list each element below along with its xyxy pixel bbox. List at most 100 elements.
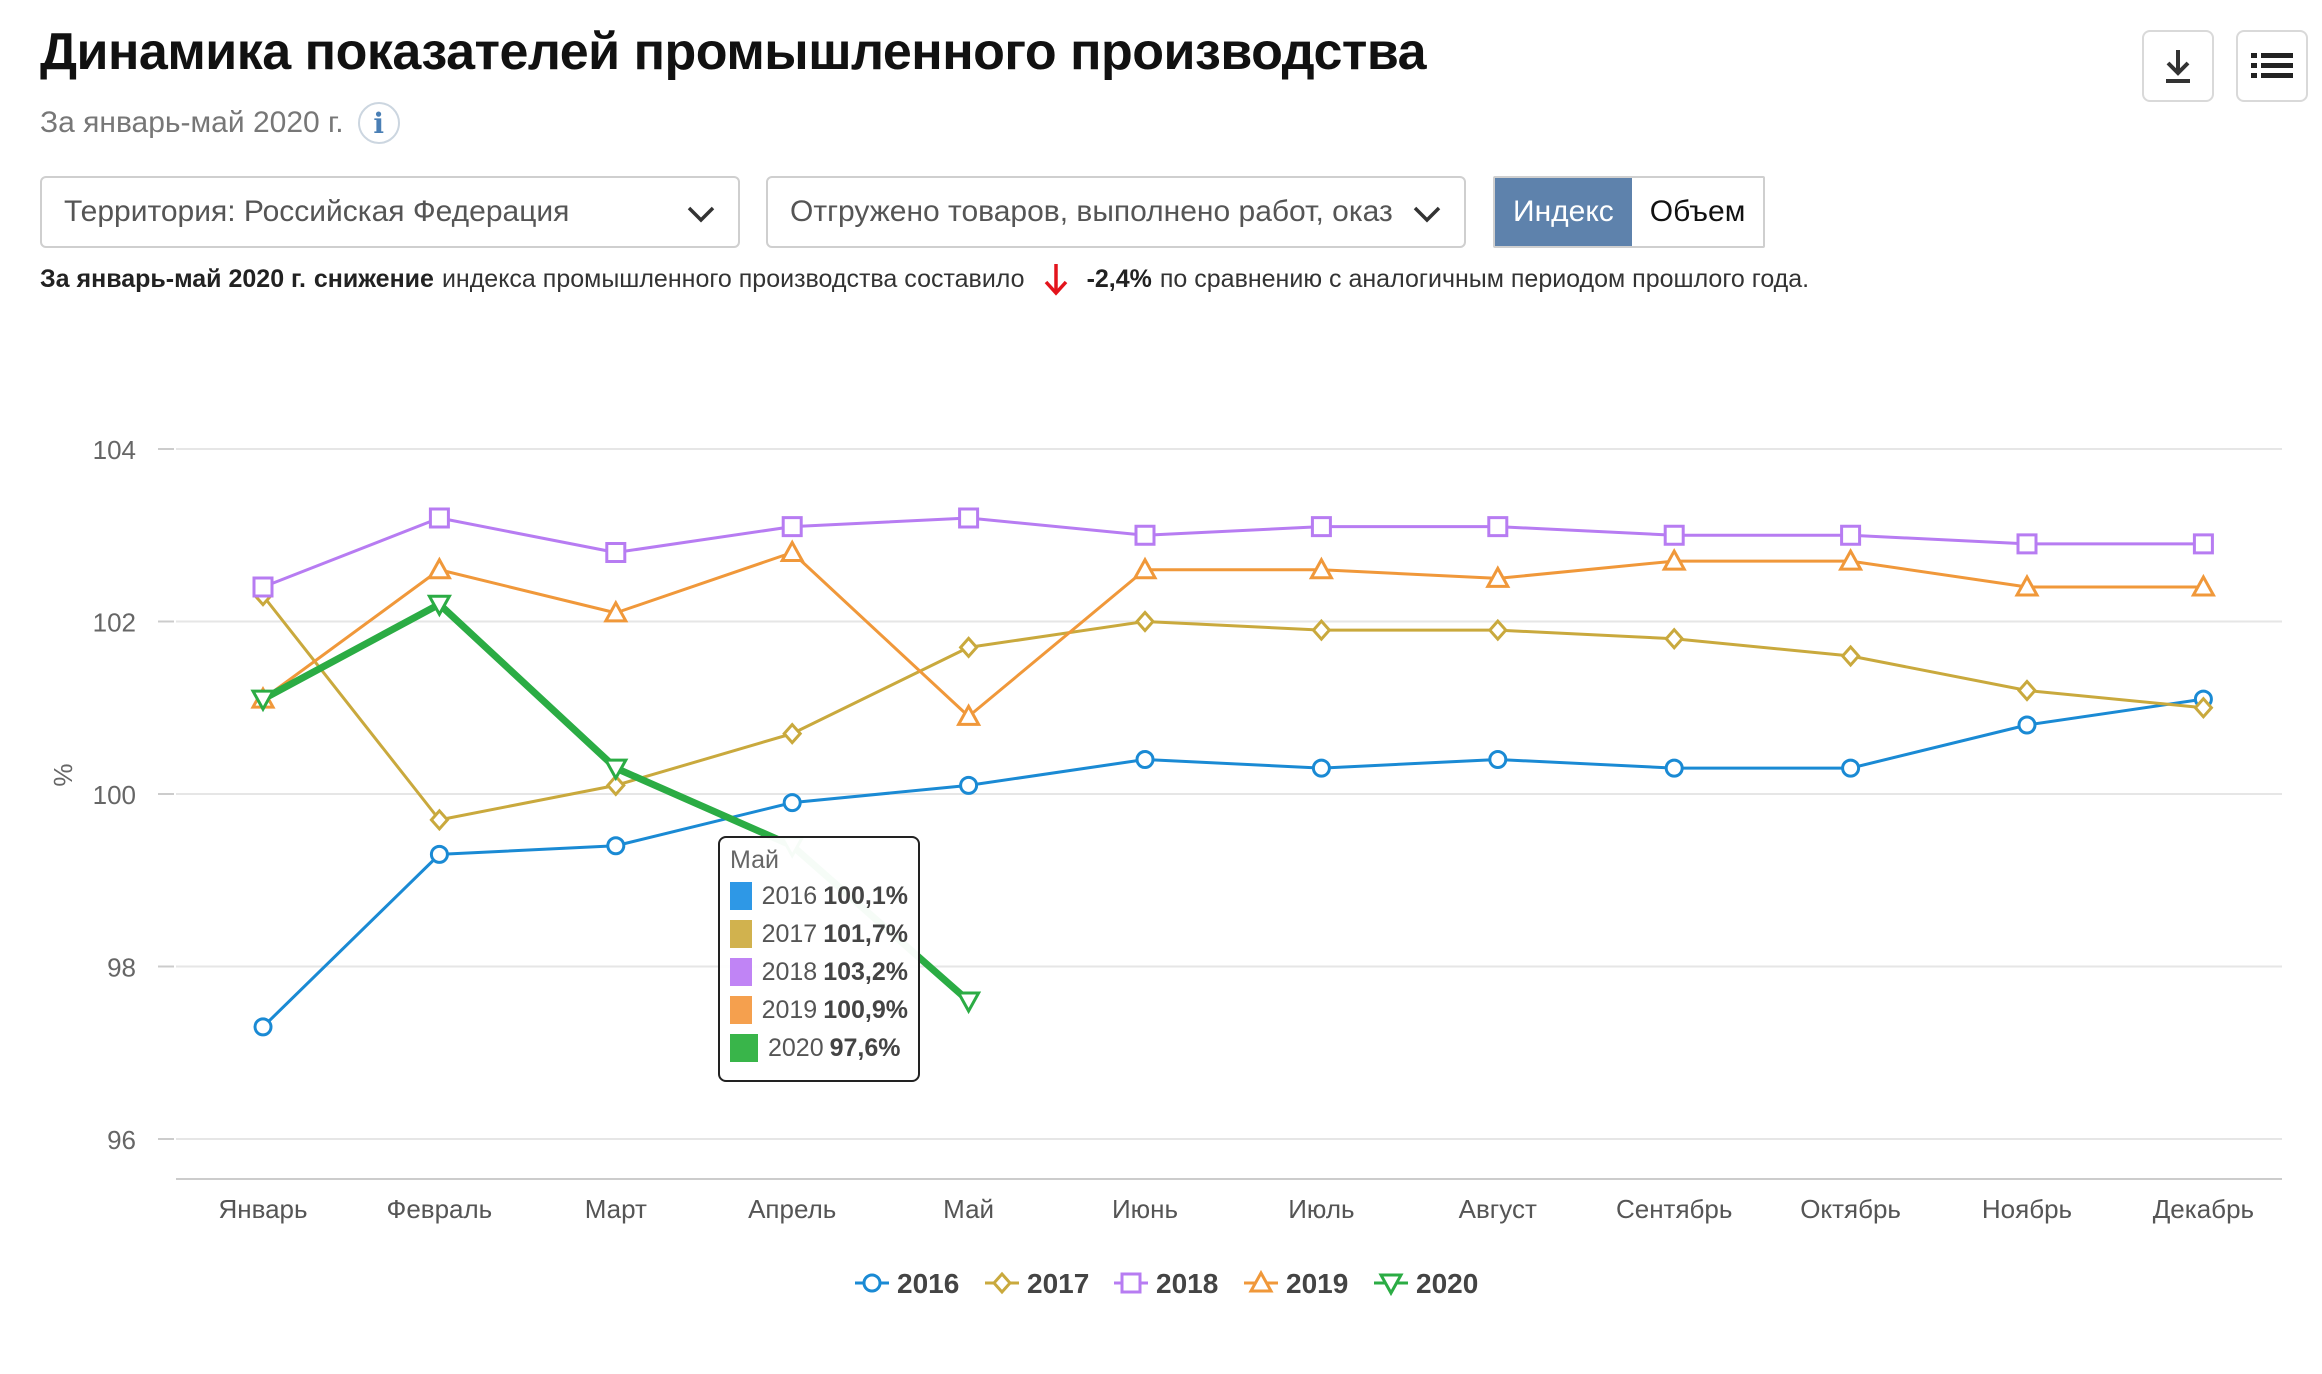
series-line-2019 <box>262 551 2204 718</box>
point-2019 <box>956 703 982 726</box>
territory-select-value: Территория: Российская Федерация <box>64 195 570 228</box>
point-2020 <box>956 991 982 1015</box>
point-2019 <box>426 556 452 580</box>
series-line-2018 <box>262 516 2204 589</box>
point-2016 <box>959 775 979 795</box>
menu-button[interactable] <box>2236 30 2308 102</box>
point-2018 <box>1134 524 1156 546</box>
point-2018 <box>1840 524 1862 546</box>
point-2018 <box>1310 516 1332 538</box>
summary-value: -2,4% <box>1086 264 1152 293</box>
x-tick-label: Июнь <box>1112 1194 1178 1224</box>
x-tick-label: Март <box>585 1194 647 1224</box>
tooltip-row: 2016 100,1% <box>730 877 908 915</box>
list-menu-icon <box>2251 53 2293 78</box>
point-2018 <box>958 507 980 529</box>
point-2016 <box>1664 758 1684 778</box>
point-2017 <box>605 774 626 797</box>
point-2018 <box>1487 516 1509 538</box>
legend-marker <box>991 1271 1013 1295</box>
download-icon <box>2166 50 2190 83</box>
point-2016 <box>2017 715 2037 735</box>
page-title: Динамика показателей промышленного произ… <box>40 23 1427 81</box>
tooltip-title: Май <box>730 846 779 874</box>
territory-select[interactable]: Территория: Российская Федерация <box>40 176 740 248</box>
legend-marker <box>862 1273 882 1293</box>
chart-tooltip: Май 2016 100,1% 2017 101,7% 2018 103,2% 2019 10… <box>718 836 920 1082</box>
point-2019 <box>2190 573 2216 597</box>
x-tick-label: Апрель <box>748 1194 836 1224</box>
point-2019 <box>603 599 629 623</box>
tooltip-year: 2018 <box>761 957 818 986</box>
tooltip-swatch <box>730 920 752 948</box>
point-2017 <box>429 808 450 832</box>
x-tick-label: Октябрь <box>1800 1194 1901 1224</box>
x-tick-label: Февраль <box>387 1194 493 1224</box>
point-2020 <box>250 689 276 713</box>
legend-label: 2019 <box>1286 1268 1348 1299</box>
legend-marker <box>1120 1272 1142 1294</box>
tooltip-year: 2020 <box>768 1033 824 1062</box>
subtitle-text: За январь-май 2020 г. <box>40 106 344 139</box>
tooltip-swatch <box>730 996 752 1024</box>
tooltip-value: 103,2% <box>823 957 908 986</box>
legend-label: 2017 <box>1027 1268 1089 1299</box>
point-2017 <box>1487 618 1508 642</box>
tooltip-row: 2018 103,2% <box>730 953 908 991</box>
point-2017 <box>1134 610 1156 633</box>
toggle-index[interactable]: Индекс <box>1495 178 1632 246</box>
x-tick-label: Май <box>943 1194 994 1224</box>
point-2017 <box>1664 627 1685 651</box>
series-line-2017 <box>261 594 2204 822</box>
info-icon[interactable]: i <box>357 102 400 144</box>
point-2019 <box>1485 565 1511 588</box>
point-2020 <box>603 758 629 782</box>
point-2020 <box>426 594 452 618</box>
tooltip-value: 100,1% <box>823 881 908 910</box>
x-tick-label: Июль <box>1288 1194 1354 1224</box>
download-button[interactable] <box>2142 30 2214 102</box>
point-2019 <box>1308 556 1334 580</box>
point-2017 <box>2016 679 2038 702</box>
toggle-volume[interactable]: Объем <box>1631 178 1764 246</box>
point-2019 <box>1132 556 1158 580</box>
x-tick-label: Август <box>1459 1194 1537 1224</box>
tooltip-year: 2019 <box>761 995 818 1024</box>
point-2017 <box>1311 618 1332 642</box>
tooltip-swatch <box>730 882 752 910</box>
x-tick-label: Ноябрь <box>1982 1194 2072 1224</box>
tooltip-row: 2017 101,7% <box>730 915 908 953</box>
legend-marker <box>1248 1269 1274 1293</box>
point-2018 <box>1663 524 1685 546</box>
legend-label: 2020 <box>1416 1268 1478 1299</box>
legend-marker <box>1378 1273 1404 1297</box>
point-2016 <box>606 836 626 856</box>
indicator-select[interactable]: Отгружено товаров, выполнено работ, оказ <box>766 176 1466 248</box>
tooltip-value: 97,6% <box>829 1033 901 1062</box>
point-2018 <box>2016 533 2038 555</box>
point-2017 <box>1840 644 1861 668</box>
tooltip-value: 101,7% <box>823 919 908 948</box>
point-2016 <box>782 793 802 813</box>
summary-period: За январь-май 2020 г. <box>40 264 306 293</box>
point-2018 <box>2192 533 2214 555</box>
summary-text: За январь-май 2020 г. снижение индекса п… <box>40 262 1809 296</box>
point-2017 <box>2193 696 2214 720</box>
point-2016 <box>253 1017 273 1037</box>
legend-label: 2016 <box>897 1268 959 1299</box>
point-2016 <box>1135 750 1155 769</box>
chevron-down-icon <box>1413 206 1441 223</box>
y-tick-label: 102 <box>93 608 136 638</box>
y-tick-label: 98 <box>107 953 136 983</box>
point-2018 <box>605 542 627 563</box>
point-2018 <box>428 507 450 529</box>
point-2017 <box>782 722 803 745</box>
tooltip-year: 2017 <box>761 919 818 948</box>
tooltip-value: 100,9% <box>823 995 908 1024</box>
y-axis-label: % <box>48 763 78 786</box>
index-volume-toggle: Индекс Объем <box>1493 176 1766 248</box>
point-2016 <box>1311 758 1331 778</box>
chevron-down-icon <box>687 206 715 223</box>
tooltip-row: 2020 97,6% <box>730 1029 908 1067</box>
